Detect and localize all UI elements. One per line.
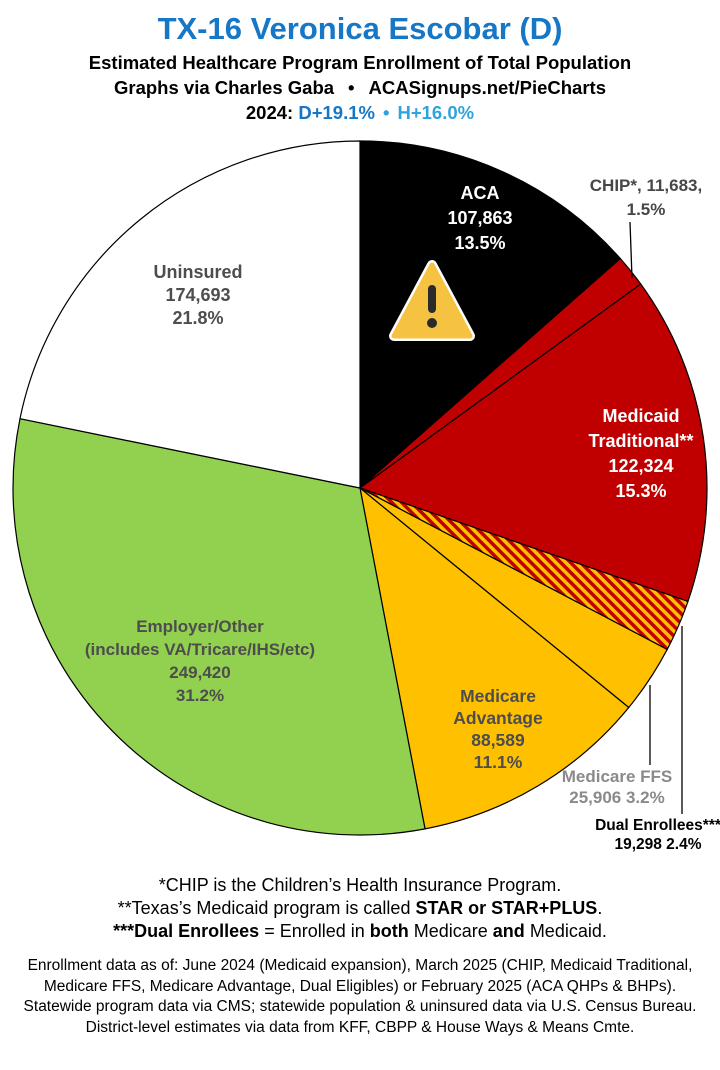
partisan-lean-line: 2024: D+19.1% • H+16.0% [0,100,720,126]
bullet-separator: • [382,102,390,123]
slice-label-medicare-ffs: Medicare FFS 25,906 3.2% [561,767,673,807]
pie-slice-aca [359,140,622,490]
chip-leader-line [629,221,633,279]
chart-subtitle: Estimated Healthcare Program Enrollment … [88,52,632,73]
source-note: Enrollment data as of: June 2024 (Medica… [0,956,720,1038]
slice-label-aca: ACA 107,863 13.5% [447,183,513,253]
source-line-3: Statewide program data via CMS; statewid… [23,998,697,1015]
pie-chart-svg [12,140,708,836]
pie-slice-uninsured [19,140,361,489]
footnote-dual: ***Dual Enrollees = Enrolled in both Med… [113,921,607,941]
source-line-1: Enrollment data as of: June 2024 (Medica… [27,957,693,974]
pie-chart: ACA 107,863 13.5% CHIP*, 11,683, 1.5% Me… [0,128,720,858]
page-title: TX-16 Veronica Escobar (D) [157,11,563,46]
credit-site: ACASignups.net/PieCharts [368,77,606,98]
warning-triangle-icon [389,260,475,341]
slice-label-uninsured: Uninsured 174,693 21.8% [153,262,243,328]
source-line-4: District-level estimates via data from K… [85,1018,635,1036]
slice-label-medicaid-traditional: Medicaid Traditional** 122,324 15.3% [588,406,694,501]
pie-slice-medicare-advantage [359,486,630,830]
hisp-margin: H+16.0% [397,102,475,123]
credit-line: Graphs via Charles Gaba • ACASignups.net/P… [0,75,720,100]
bullet-separator: • [348,77,355,98]
year-label: 2024: [245,102,294,123]
chart-header: TX-16 Veronica Escobar (D) Estimated Hea… [0,0,720,126]
pie-slice-medicaid-traditional [358,283,708,603]
footnote-medicaid: **Texas’s Medicaid program is called STA… [117,898,603,918]
slice-label-medicare-advantage: Medicare Advantage 88,589 11.1% [453,686,543,772]
footnotes: *CHIP is the Children’s Health Insurance… [0,874,720,943]
pie-slice-employer-other [12,417,426,836]
footnote-chip: *CHIP is the Children’s Health Insurance… [158,875,562,895]
credit-author: Graphs via Charles Gaba [114,77,335,98]
slice-label-employer-other: Employer/Other (includes VA/Tricare/IHS/… [84,617,316,705]
slice-label-chip: CHIP*, 11,683, 1.5% [589,176,703,219]
slice-label-dual-enrollees: Dual Enrollees*** 19,298 2.4% [595,817,720,853]
source-line-2: Medicare FFS, Medicare Advantage, Dual E… [43,977,677,995]
dem-margin: D+19.1% [298,102,375,123]
